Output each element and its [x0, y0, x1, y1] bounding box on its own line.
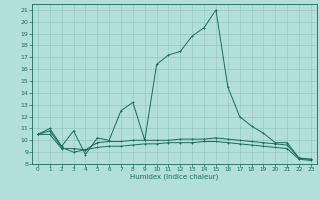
X-axis label: Humidex (Indice chaleur): Humidex (Indice chaleur) — [130, 174, 219, 180]
